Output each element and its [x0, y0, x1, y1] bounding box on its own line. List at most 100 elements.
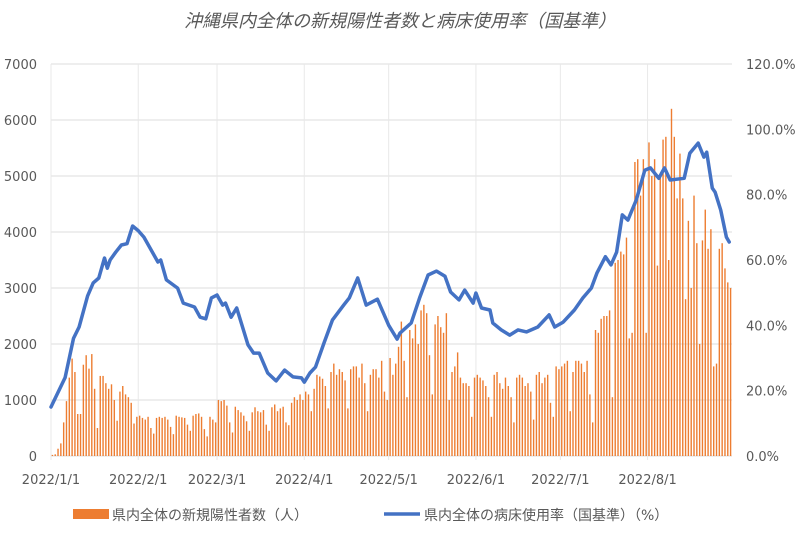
bar — [448, 400, 449, 456]
bar — [97, 428, 98, 456]
bar — [108, 389, 109, 456]
bar — [274, 404, 275, 456]
y-left-tick-label: 6000 — [4, 114, 37, 129]
y-right-tick-label: 40.0% — [746, 319, 787, 334]
bar — [229, 422, 230, 456]
bar — [564, 364, 565, 456]
bar — [524, 386, 525, 456]
x-tick-label: 2022/3/1 — [188, 473, 246, 488]
bar — [387, 400, 388, 456]
bar — [288, 425, 289, 456]
bar — [181, 417, 182, 456]
bar — [105, 383, 106, 456]
y-left-tick-label: 4000 — [4, 226, 37, 241]
bar — [660, 176, 661, 456]
bar — [246, 421, 247, 456]
bar — [572, 372, 573, 456]
bar — [432, 394, 433, 456]
bar — [147, 417, 148, 456]
bar — [615, 263, 616, 456]
bar — [409, 330, 410, 456]
bar — [322, 379, 323, 456]
bar — [358, 378, 359, 456]
bar — [395, 364, 396, 456]
bar — [510, 397, 511, 456]
bar — [381, 361, 382, 456]
legend: 県内全体の新規陽性者数（人） 県内全体の病床使用率（国基準）（%） — [73, 507, 668, 524]
y-right-tick-label: 100.0% — [746, 123, 796, 138]
bar — [389, 358, 390, 456]
bar — [392, 375, 393, 456]
bar — [623, 254, 624, 456]
bar — [584, 372, 585, 456]
bar — [702, 240, 703, 456]
bar — [85, 355, 86, 456]
bar — [353, 366, 354, 456]
bar — [252, 412, 253, 456]
bar — [522, 378, 523, 456]
bar — [668, 260, 669, 456]
x-tick-label: 2022/5/1 — [359, 473, 417, 488]
bar — [190, 431, 191, 456]
bar — [325, 386, 326, 456]
x-tick-label: 2022/7/1 — [531, 473, 589, 488]
bar — [569, 411, 570, 456]
bar — [373, 369, 374, 456]
bar — [133, 424, 134, 456]
bar — [88, 369, 89, 456]
bar — [159, 417, 160, 456]
bar — [550, 403, 551, 456]
bar — [502, 389, 503, 456]
bar — [401, 322, 402, 456]
bar — [586, 361, 587, 456]
bar — [235, 407, 236, 456]
bar — [485, 386, 486, 456]
bar — [690, 288, 691, 456]
bar — [145, 420, 146, 456]
bar — [327, 408, 328, 456]
bar — [468, 386, 469, 456]
bar — [693, 196, 694, 456]
bar — [240, 412, 241, 456]
bar — [299, 394, 300, 456]
bar — [721, 243, 722, 456]
bar — [116, 421, 117, 456]
bar — [125, 394, 126, 456]
bar — [161, 418, 162, 456]
bar — [679, 154, 680, 456]
bar — [350, 369, 351, 456]
bar — [277, 411, 278, 456]
bar — [626, 238, 627, 456]
bar — [398, 347, 399, 456]
bar — [77, 414, 78, 456]
bar — [479, 378, 480, 456]
bar — [333, 364, 334, 456]
bar — [218, 400, 219, 456]
bar — [412, 338, 413, 456]
bar — [150, 428, 151, 456]
bar — [375, 369, 376, 456]
bar — [471, 417, 472, 456]
bar — [629, 338, 630, 456]
bar — [645, 333, 646, 456]
bar — [519, 375, 520, 456]
bar — [465, 383, 466, 456]
y-left-tick-label: 1000 — [4, 394, 37, 409]
bar — [71, 359, 72, 456]
bar — [505, 378, 506, 456]
bar — [367, 411, 368, 456]
bar — [553, 417, 554, 456]
bar — [426, 313, 427, 456]
bar — [561, 366, 562, 456]
bar — [167, 420, 168, 456]
bar — [406, 397, 407, 456]
bar — [313, 389, 314, 456]
bar — [727, 282, 728, 456]
bar — [122, 386, 123, 456]
bar — [654, 159, 655, 456]
bar — [280, 408, 281, 456]
bar — [347, 408, 348, 456]
y-left-tick-label: 7000 — [4, 58, 37, 73]
bar — [91, 354, 92, 456]
